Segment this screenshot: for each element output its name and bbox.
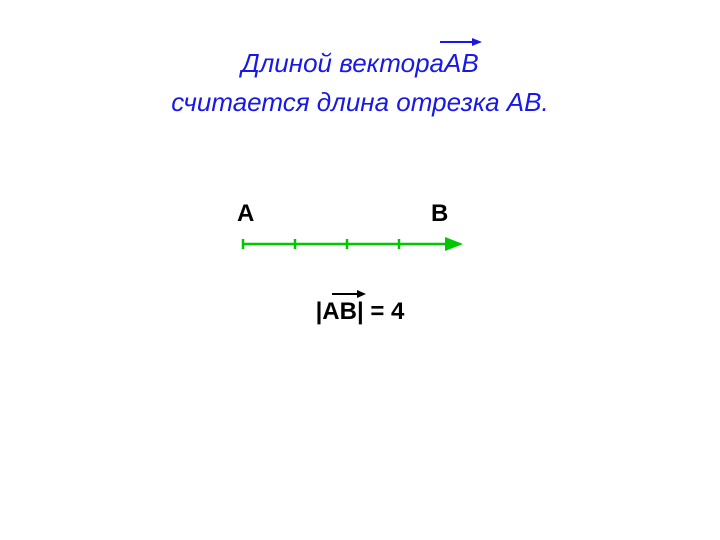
vector-line [235, 232, 475, 256]
vector-arrow-icon [331, 288, 367, 300]
vector-diagram: А В [235, 202, 475, 262]
title-prefix: Длиной вектора [241, 48, 444, 79]
title-line1: Длиной вектора АВ [241, 48, 478, 79]
title-line2: считается длина отрезка АВ. [0, 87, 720, 118]
title-ab: АВ [444, 48, 479, 78]
point-label-a: А [237, 200, 254, 228]
point-label-b: В [431, 200, 448, 228]
title: Длиной вектора АВ считается длина отрезк… [0, 48, 720, 118]
length-wrapper: |АВ| = 4 [316, 298, 405, 326]
length-text: |АВ| = 4 [316, 298, 405, 325]
length-display: |АВ| = 4 [0, 298, 720, 326]
title-ab-wrapper: АВ [444, 48, 479, 79]
vector-arrow-icon [439, 36, 483, 48]
